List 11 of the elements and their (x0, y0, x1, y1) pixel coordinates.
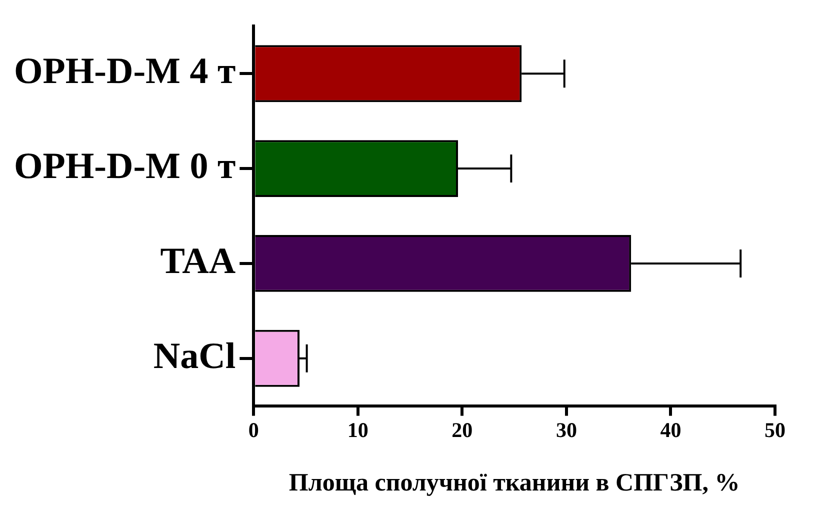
y-tick-label: TAA (160, 241, 236, 282)
x-tick-label: 50 (764, 418, 786, 442)
x-tick-label: 0 (248, 418, 259, 442)
x-axis-title: Площа сполучної тканини в СПГЗП, % (288, 469, 740, 496)
x-tick-label: 30 (556, 418, 577, 442)
y-tick-label: OPH-D-M 4 т (14, 51, 236, 92)
x-tick-label: 20 (452, 418, 473, 442)
y-tick-label: OPH-D-M 0 т (14, 146, 236, 188)
x-tick-label: 10 (347, 418, 368, 442)
x-tick-label: 40 (660, 418, 682, 442)
y-tick-label: NaCl (153, 336, 236, 377)
